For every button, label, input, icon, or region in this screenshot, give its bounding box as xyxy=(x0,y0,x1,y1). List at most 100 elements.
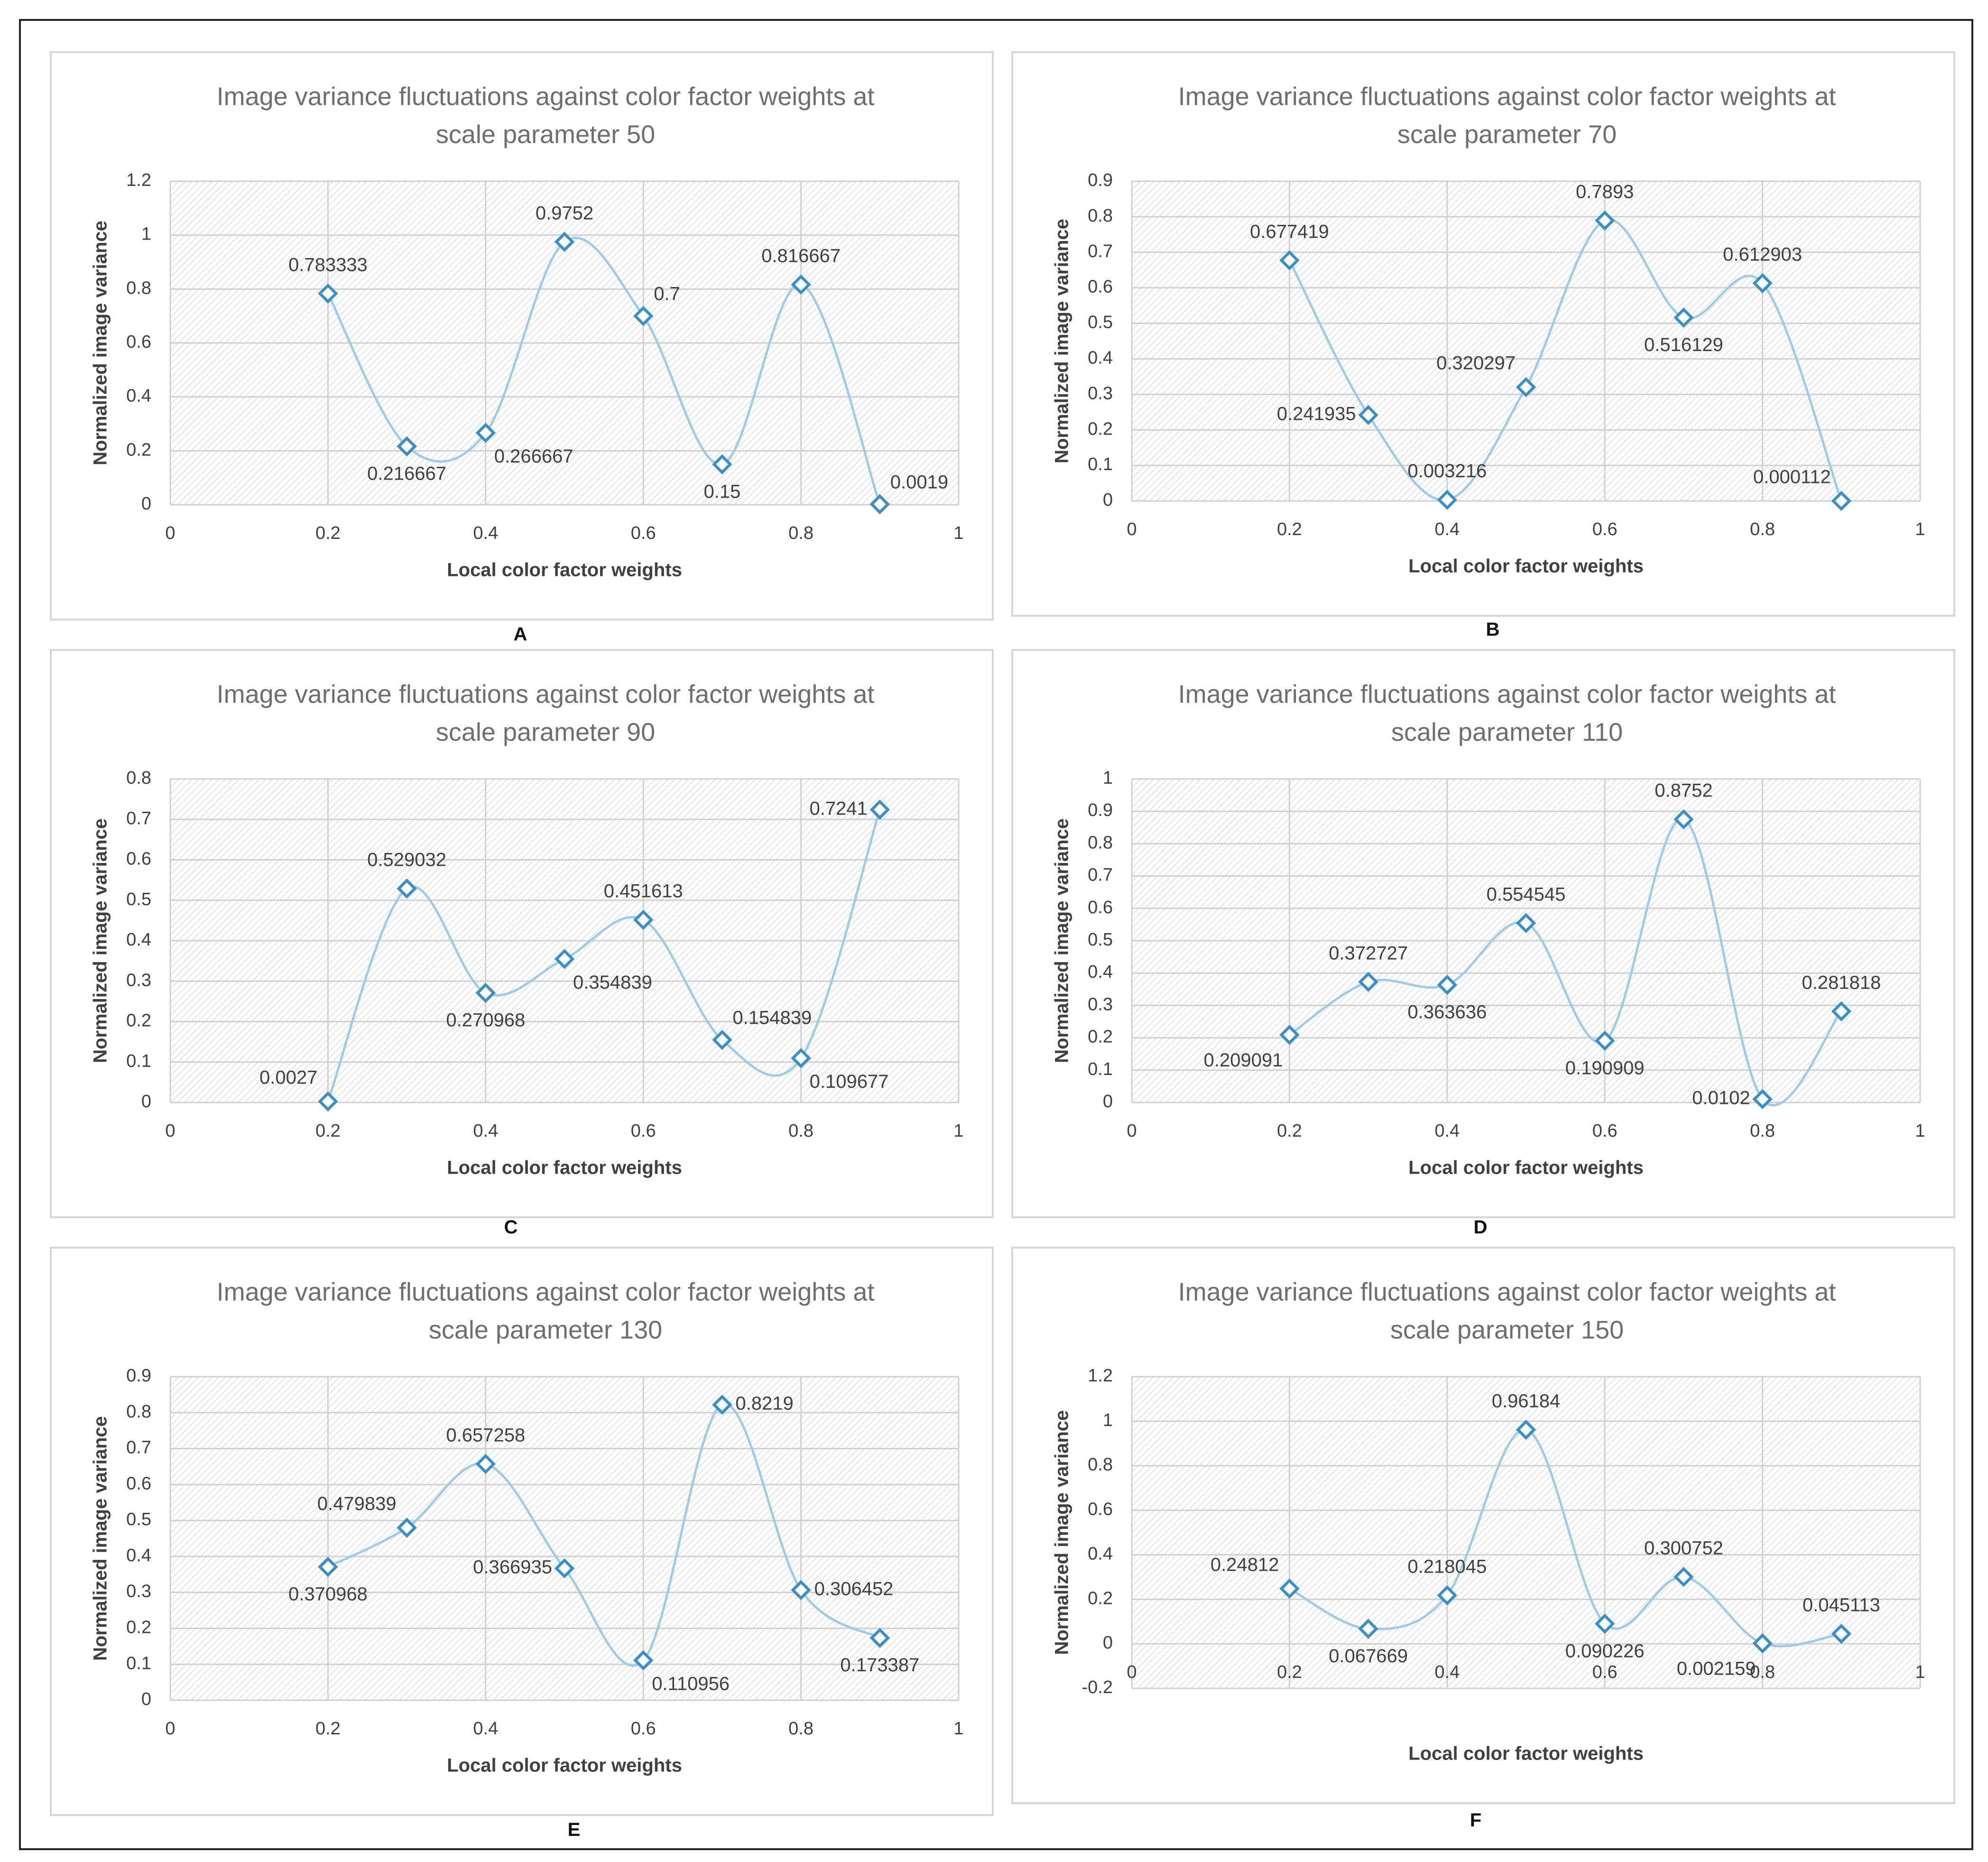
x-tick-label: 1 xyxy=(1915,519,1925,539)
y-tick-label: 0.7 xyxy=(126,808,151,828)
x-tick-label: 1 xyxy=(953,1719,963,1739)
y-tick-label: 0.5 xyxy=(1088,930,1113,950)
y-tick-label: 0.8 xyxy=(126,1402,151,1422)
data-label: 0.7241 xyxy=(809,798,867,819)
y-tick-label: 0.3 xyxy=(126,970,151,990)
data-point xyxy=(475,982,496,1003)
data-label: 0.529032 xyxy=(367,850,446,871)
data-label: 0.451613 xyxy=(604,881,683,902)
x-tick-label: 0.2 xyxy=(1277,1121,1302,1141)
data-point xyxy=(1279,250,1300,270)
data-point xyxy=(1437,490,1458,510)
chart-panel-f: -0.2 0 0.2 0.4 0.6 0.8 1 1.2 0 0.2 0.4 0.6 0.8 1 Image… xyxy=(1011,1247,1955,1804)
y-tick-label: 0.2 xyxy=(1088,419,1113,439)
y-tick-label: 0 xyxy=(141,1689,151,1709)
data-point xyxy=(1437,1585,1458,1606)
x-tick-label: 0 xyxy=(165,1121,175,1141)
chart-panel-e: 0 0.1 0.2 0.3 0.4 0.5 0.6 0.7 0.8 0.9 0 0.2 0.4 0.6 0.… xyxy=(50,1247,994,1816)
chart-title: scale parameter 110 xyxy=(1391,718,1623,746)
y-tick-label: 0.8 xyxy=(126,278,151,298)
x-tick-label: 0.2 xyxy=(1277,1662,1302,1682)
data-point xyxy=(1437,974,1458,995)
data-label: 0.241935 xyxy=(1277,403,1356,424)
chart-title: scale parameter 70 xyxy=(1397,120,1617,148)
y-tick-label: 0.1 xyxy=(1088,454,1113,474)
data-point xyxy=(1831,1623,1852,1644)
data-label: 0.363636 xyxy=(1407,1002,1487,1023)
x-tick-label: 1 xyxy=(1915,1121,1925,1141)
data-label: 0.300752 xyxy=(1644,1538,1723,1559)
x-axis-label: Local color factor weights xyxy=(1408,1158,1644,1178)
y-tick-label: 0 xyxy=(1103,1633,1113,1653)
x-tick-label: 0.2 xyxy=(315,1719,341,1739)
chart-title: scale parameter 90 xyxy=(436,718,655,746)
data-point xyxy=(633,909,654,930)
data-label: 0.209091 xyxy=(1204,1050,1283,1071)
plot-area xyxy=(1132,181,1920,501)
chart-svg: 0 0.1 0.2 0.3 0.4 0.5 0.6 0.7 0.8 0.9 0 0.2 0.4 0.6 0.… xyxy=(90,1278,964,1776)
data-label: 0.677419 xyxy=(1250,221,1329,242)
data-label: 0.306452 xyxy=(814,1578,894,1599)
x-tick-label: 0.6 xyxy=(1592,1662,1618,1682)
y-tick-label: 1 xyxy=(1103,1410,1113,1430)
y-tick-label: 0.9 xyxy=(1088,170,1113,190)
chart-panel-a: 0 0.2 0.4 0.6 0.8 1 1.2 0 0.2 0.4 0.6 0.8 1 Image var… xyxy=(50,51,994,621)
data-label: 0.110956 xyxy=(652,1673,730,1694)
x-tick-label: 1 xyxy=(953,1121,963,1141)
x-tick-label: 0 xyxy=(1127,519,1137,539)
figure-label-d: D xyxy=(1473,1217,1488,1238)
x-tick-label: 0.8 xyxy=(788,1719,814,1739)
figure-frame xyxy=(19,19,1973,1850)
data-point xyxy=(397,878,417,899)
chart-svg: 0 0.1 0.2 0.3 0.4 0.5 0.6 0.7 0.8 0 0.2 0.4 0.6 0.8 1 I… xyxy=(90,680,964,1178)
data-label: 0.366935 xyxy=(473,1557,552,1578)
y-tick-label: 0.7 xyxy=(1088,865,1113,885)
y-tick-label: 0.8 xyxy=(1088,833,1113,852)
data-point xyxy=(633,1650,654,1671)
figure-label-a: A xyxy=(513,624,527,645)
y-tick-label: 0.2 xyxy=(126,1011,151,1031)
y-tick-label: 0.9 xyxy=(126,1366,151,1386)
y-tick-label: 0.6 xyxy=(1088,1500,1113,1519)
y-tick-label: 0.5 xyxy=(126,1510,151,1529)
x-tick-label: 0 xyxy=(1127,1121,1137,1141)
figure-label-c: C xyxy=(504,1217,518,1238)
data-point xyxy=(554,1558,575,1579)
data-label: 0.045113 xyxy=(1803,1595,1880,1616)
data-point xyxy=(1516,377,1536,398)
chart-title: Image variance fluctuations against colo… xyxy=(1178,1278,1836,1306)
x-axis-label: Local color factor weights xyxy=(447,560,682,581)
y-tick-label: 0 xyxy=(1103,1092,1113,1112)
y-tick-label: 0.2 xyxy=(126,1617,151,1637)
x-tick-label: 1 xyxy=(1915,1662,1925,1682)
x-tick-label: 0.2 xyxy=(315,523,341,543)
x-tick-label: 1 xyxy=(953,523,963,543)
data-label: 0.7893 xyxy=(1576,181,1634,202)
y-tick-label: 0.1 xyxy=(126,1051,151,1071)
y-tick-label: 0.5 xyxy=(126,889,151,909)
chart-title: Image variance fluctuations against colo… xyxy=(1178,680,1836,708)
data-label: 0.15 xyxy=(703,481,740,502)
data-label: 0.266667 xyxy=(494,446,573,467)
data-point xyxy=(1674,1566,1694,1587)
data-label: 0.370968 xyxy=(288,1584,368,1604)
x-tick-label: 0.2 xyxy=(315,1121,341,1141)
y-tick-label: 1.2 xyxy=(126,170,151,190)
x-tick-label: 0 xyxy=(165,523,175,543)
x-tick-label: 0.4 xyxy=(1434,1662,1460,1682)
data-label: 0.067669 xyxy=(1329,1646,1408,1667)
y-tick-label: 0.6 xyxy=(1088,898,1113,917)
data-label: 0.190909 xyxy=(1565,1057,1645,1078)
data-label: 0.090226 xyxy=(1565,1640,1645,1661)
chart-panel-b: 0 0.1 0.2 0.3 0.4 0.5 0.6 0.7 0.8 0.9 0 0.2 0.4 0.6 0.… xyxy=(1011,51,1955,617)
data-point xyxy=(1594,210,1615,231)
data-label: 0.0027 xyxy=(259,1067,317,1088)
x-axis-label: Local color factor weights xyxy=(1408,1743,1644,1764)
data-label: 0.9752 xyxy=(536,203,593,223)
plot-area xyxy=(170,1377,959,1700)
x-tick-label: 0.8 xyxy=(788,1121,814,1141)
y-tick-label: 0.6 xyxy=(126,849,151,869)
data-point xyxy=(1516,1419,1536,1440)
y-tick-label: 1.2 xyxy=(1088,1366,1113,1386)
figure-label-f: F xyxy=(1470,1810,1482,1831)
